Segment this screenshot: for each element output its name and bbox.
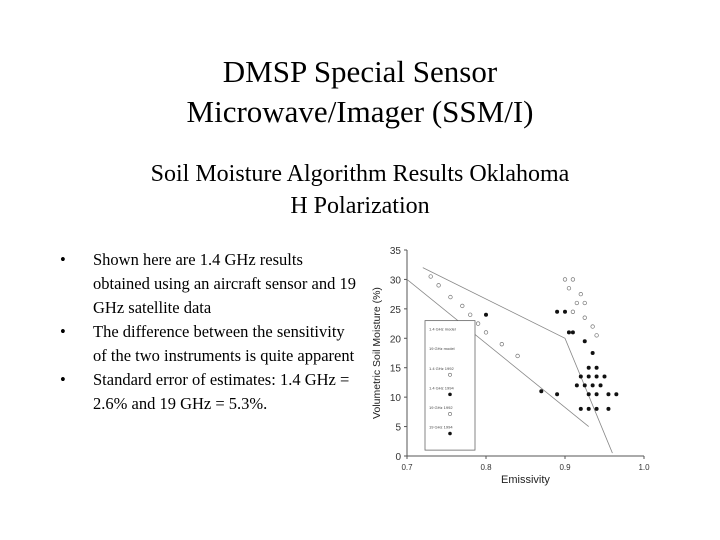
x-tick-label: 0.7 bbox=[401, 463, 413, 472]
data-point-filled bbox=[578, 374, 583, 379]
bullet-item: • Shown here are 1.4 GHz results obtaine… bbox=[60, 248, 360, 320]
legend-marker bbox=[448, 372, 452, 377]
legend-entry: 19 GHz 1994 bbox=[429, 425, 453, 430]
data-point-open bbox=[582, 315, 587, 320]
data-point-filled bbox=[582, 339, 587, 344]
data-point-open bbox=[428, 274, 433, 279]
bullet-dot-icon: • bbox=[60, 370, 66, 389]
data-point-open bbox=[483, 330, 489, 335]
data-point-filled bbox=[594, 392, 599, 397]
y-tick-label: 35 bbox=[390, 246, 402, 257]
bullet-text: Standard error of estimates: 1.4 GHz = 2… bbox=[93, 370, 350, 413]
legend-marker bbox=[448, 412, 452, 416]
data-point-filled bbox=[606, 392, 611, 397]
x-axis-label: Emissivity bbox=[501, 474, 550, 486]
title-line-1: DMSP Special Sensor bbox=[222, 54, 498, 89]
data-point-filled bbox=[555, 392, 560, 397]
data-point-open bbox=[582, 300, 587, 306]
data-point-filled bbox=[586, 365, 591, 370]
model-line bbox=[422, 267, 613, 454]
data-point-open bbox=[570, 309, 576, 314]
y-tick-label: 10 bbox=[390, 393, 402, 404]
data-point-filled bbox=[614, 392, 619, 397]
legend-marker bbox=[448, 431, 452, 436]
data-point-filled bbox=[598, 383, 603, 388]
data-point-open bbox=[475, 321, 481, 326]
data-point-filled bbox=[586, 374, 591, 379]
data-point-filled bbox=[484, 312, 488, 317]
data-point-open bbox=[436, 283, 441, 288]
y-tick-label: 25 bbox=[390, 305, 402, 316]
x-tick-label: 0.8 bbox=[480, 463, 492, 472]
data-point-filled bbox=[586, 406, 591, 411]
bullet-text: Shown here are 1.4 GHz results obtained … bbox=[93, 250, 357, 317]
legend-entry: 1.4 GHz model bbox=[429, 327, 456, 332]
data-point-filled bbox=[586, 392, 591, 397]
data-point-open bbox=[574, 300, 580, 306]
data-point-filled bbox=[590, 383, 595, 388]
data-point-filled bbox=[574, 383, 579, 388]
data-point-filled bbox=[590, 351, 595, 355]
legend-entry: 1.4 GHz 1994 bbox=[429, 385, 454, 390]
data-point-open bbox=[578, 291, 583, 297]
bullet-list: • Shown here are 1.4 GHz results obtaine… bbox=[60, 248, 360, 416]
y-tick-label: 20 bbox=[390, 334, 402, 345]
title-line-2: Microwave/Imager (SSM/I) bbox=[186, 94, 534, 129]
data-point-filled bbox=[606, 406, 611, 411]
y-tick-label: 15 bbox=[390, 364, 402, 375]
legend-entry: 19 GHz model bbox=[429, 346, 455, 351]
data-point-filled bbox=[594, 406, 599, 411]
data-point-filled bbox=[602, 374, 607, 379]
y-tick-label: 5 bbox=[395, 423, 401, 434]
subtitle-line-1: Soil Moisture Algorithm Results Oklahoma bbox=[150, 161, 570, 187]
bullet-item: • Standard error of estimates: 1.4 GHz =… bbox=[60, 368, 360, 416]
legend-marker bbox=[448, 392, 452, 397]
legend-entry: 19 GHz 1992 bbox=[429, 405, 453, 410]
x-tick-label: 1.0 bbox=[638, 463, 650, 472]
subtitle-line-2: H Polarization bbox=[290, 193, 430, 219]
data-point-open bbox=[468, 312, 473, 317]
y-tick-label: 0 bbox=[395, 452, 401, 463]
data-point-open bbox=[570, 277, 576, 282]
data-point-open bbox=[460, 303, 465, 309]
bullet-dot-icon: • bbox=[60, 250, 66, 269]
bullet-text: The difference between the sensitivity o… bbox=[93, 322, 355, 365]
data-point-open bbox=[448, 294, 453, 300]
data-point-filled bbox=[555, 309, 560, 314]
data-point-filled bbox=[570, 330, 575, 335]
legend-box bbox=[424, 320, 476, 451]
data-point-filled bbox=[578, 406, 583, 411]
data-point-open bbox=[562, 277, 568, 282]
data-point-filled bbox=[594, 365, 599, 370]
model-line bbox=[406, 279, 589, 427]
data-point-open bbox=[499, 342, 504, 347]
slide-title: DMSP Special Sensor Microwave/Imager (SS… bbox=[0, 52, 720, 132]
x-tick-label: 0.9 bbox=[559, 463, 571, 472]
bullet-dot-icon: • bbox=[60, 322, 66, 341]
y-axis-label: Volumetric Soil Moisture (%) bbox=[371, 287, 383, 419]
data-point-open bbox=[566, 286, 572, 291]
data-point-open bbox=[515, 353, 520, 359]
bullet-item: • The difference between the sensitivity… bbox=[60, 320, 360, 368]
data-point-open bbox=[590, 324, 595, 329]
y-tick-label: 30 bbox=[390, 275, 402, 286]
data-point-open bbox=[594, 333, 599, 338]
scatter-chart: 0 5 10 15 20 25 30 35 0.7 0.8 0.9 1.0 Emissivity Volu… bbox=[371, 246, 650, 486]
data-point-filled bbox=[539, 389, 544, 394]
data-point-filled bbox=[566, 330, 571, 335]
data-point-filled bbox=[582, 383, 587, 388]
data-point-filled bbox=[594, 374, 599, 379]
slide-subtitle: Soil Moisture Algorithm Results Oklahoma… bbox=[0, 158, 720, 222]
data-point-filled bbox=[563, 309, 567, 314]
legend-entry: 1.4 GHz 1992 bbox=[429, 366, 454, 371]
